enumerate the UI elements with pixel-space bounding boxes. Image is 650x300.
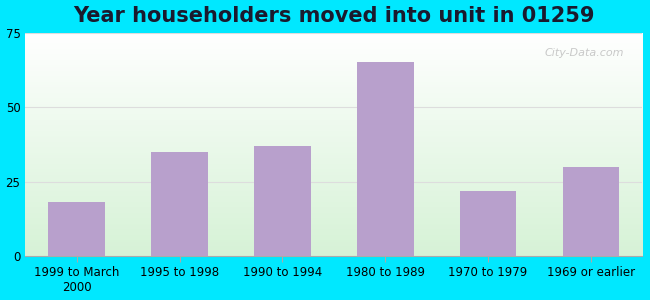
Bar: [357, 62, 413, 256]
Bar: [563, 167, 619, 256]
Bar: [151, 152, 208, 256]
Title: Year householders moved into unit in 01259: Year householders moved into unit in 012…: [73, 6, 595, 26]
Bar: [49, 202, 105, 256]
Bar: [460, 190, 516, 256]
Text: City-Data.com: City-Data.com: [544, 48, 624, 58]
Bar: [254, 146, 311, 256]
